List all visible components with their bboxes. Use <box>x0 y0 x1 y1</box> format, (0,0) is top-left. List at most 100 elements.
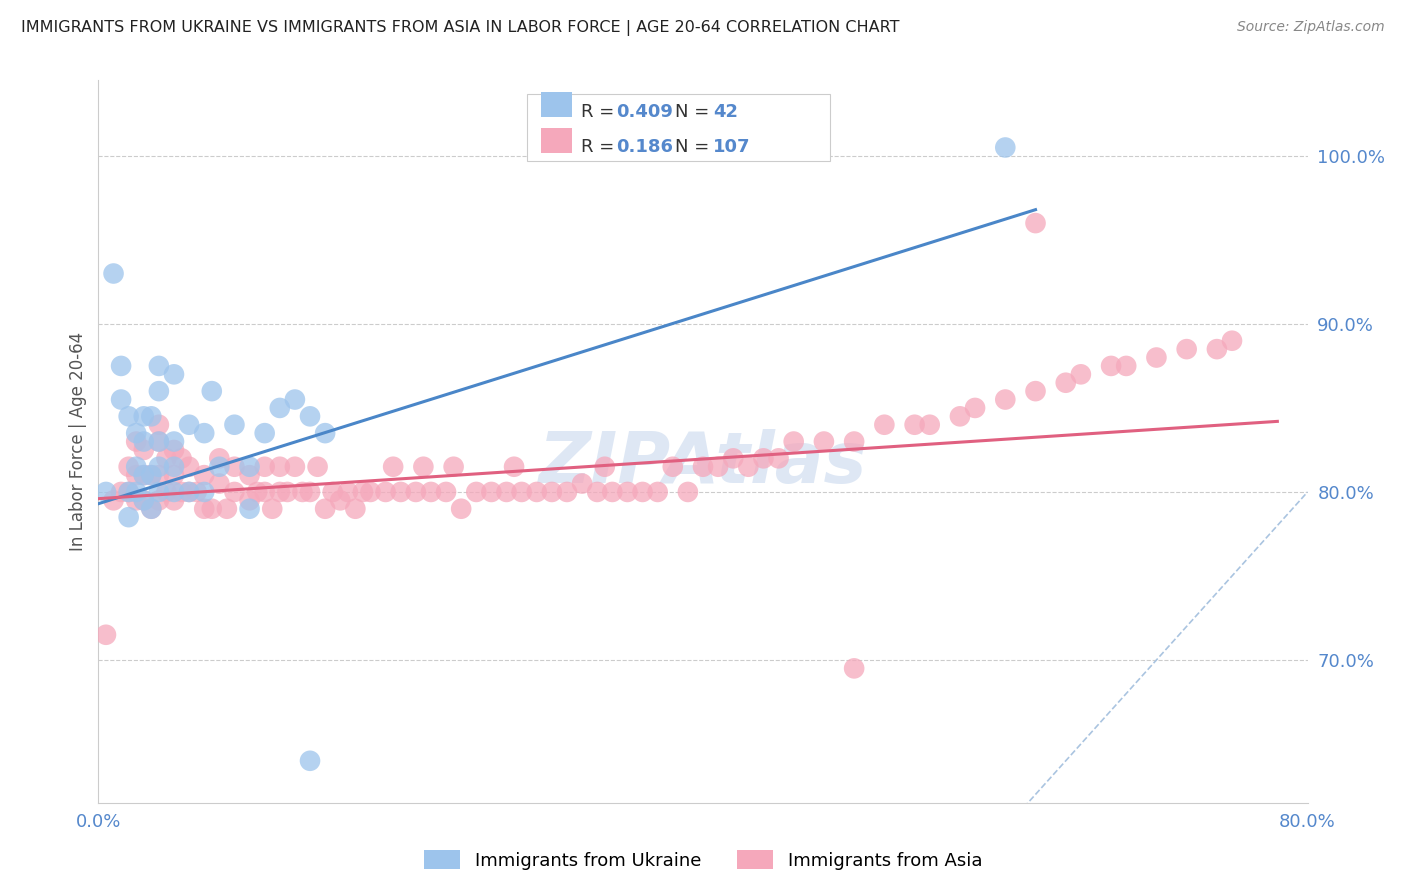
Point <box>631 485 654 500</box>
Point <box>593 459 616 474</box>
Point <box>723 451 745 466</box>
Text: N =: N = <box>675 103 714 120</box>
Point <box>163 368 186 382</box>
Point <box>503 459 526 474</box>
Point <box>299 754 322 768</box>
Point <box>148 493 170 508</box>
Point <box>239 493 262 508</box>
Point <box>1144 351 1167 365</box>
Point <box>125 493 148 508</box>
Point <box>510 485 533 500</box>
Point <box>141 501 163 516</box>
Point <box>110 392 132 407</box>
Point <box>148 468 170 483</box>
Point <box>163 485 186 500</box>
Text: N =: N = <box>675 138 714 156</box>
Point <box>132 442 155 457</box>
Point <box>965 401 987 415</box>
Point <box>103 493 125 508</box>
Point <box>110 359 132 373</box>
Point <box>148 434 170 449</box>
Point <box>412 459 434 474</box>
Point <box>193 501 215 516</box>
Point <box>141 468 163 483</box>
Point <box>405 485 427 500</box>
Point <box>118 510 141 524</box>
Point <box>125 485 148 500</box>
Point <box>103 267 125 281</box>
Point <box>141 409 163 424</box>
Point <box>1024 216 1046 230</box>
Point <box>246 485 269 500</box>
Point <box>125 426 148 441</box>
Point <box>269 485 291 500</box>
Point <box>239 468 262 483</box>
Text: Source: ZipAtlas.com: Source: ZipAtlas.com <box>1237 20 1385 34</box>
Point <box>148 485 170 500</box>
Point <box>141 501 163 516</box>
Point <box>148 359 170 373</box>
Point <box>125 459 148 474</box>
Point <box>299 409 322 424</box>
Point <box>647 485 669 500</box>
Point <box>224 459 246 474</box>
Text: 42: 42 <box>713 103 738 120</box>
Point <box>389 485 412 500</box>
Point <box>269 401 291 415</box>
Point <box>208 459 231 474</box>
Point <box>155 451 177 466</box>
Point <box>163 442 186 457</box>
Point <box>352 485 374 500</box>
Point <box>208 476 231 491</box>
Point <box>783 434 806 449</box>
Point <box>148 417 170 432</box>
Point <box>186 485 208 500</box>
Legend: Immigrants from Ukraine, Immigrants from Asia: Immigrants from Ukraine, Immigrants from… <box>416 843 990 877</box>
Point <box>374 485 396 500</box>
Point <box>170 485 193 500</box>
Point <box>918 417 941 432</box>
Point <box>141 468 163 483</box>
Point <box>118 485 141 500</box>
Point <box>1206 342 1229 356</box>
Point <box>844 434 866 449</box>
Text: ZIPAtlas: ZIPAtlas <box>538 429 868 498</box>
Point <box>262 501 284 516</box>
Point <box>132 468 155 483</box>
Point <box>307 459 329 474</box>
Point <box>434 485 457 500</box>
Point <box>118 485 141 500</box>
Point <box>215 501 238 516</box>
Point <box>179 459 201 474</box>
Point <box>208 451 231 466</box>
Point <box>707 459 730 474</box>
Point <box>94 485 117 500</box>
Point <box>201 384 224 398</box>
Point <box>118 409 141 424</box>
Point <box>526 485 548 500</box>
Point <box>752 451 775 466</box>
Point <box>1099 359 1122 373</box>
Point <box>382 459 405 474</box>
Point <box>163 468 186 483</box>
Point <box>155 485 177 500</box>
Point <box>676 485 699 500</box>
Point <box>737 459 759 474</box>
Text: IMMIGRANTS FROM UKRAINE VS IMMIGRANTS FROM ASIA IN LABOR FORCE | AGE 20-64 CORRE: IMMIGRANTS FROM UKRAINE VS IMMIGRANTS FR… <box>21 20 900 36</box>
Point <box>253 426 276 441</box>
Text: 0.186: 0.186 <box>616 138 673 156</box>
Point <box>269 459 291 474</box>
Point <box>443 459 465 474</box>
Point <box>179 485 201 500</box>
Point <box>253 485 276 500</box>
Y-axis label: In Labor Force | Age 20-64: In Labor Force | Age 20-64 <box>69 332 87 551</box>
Point <box>949 409 972 424</box>
Point <box>224 417 246 432</box>
Point <box>314 501 336 516</box>
Point <box>329 493 352 508</box>
Point <box>276 485 298 500</box>
Point <box>239 501 262 516</box>
Point <box>193 468 215 483</box>
Point <box>571 476 593 491</box>
Point <box>193 485 215 500</box>
